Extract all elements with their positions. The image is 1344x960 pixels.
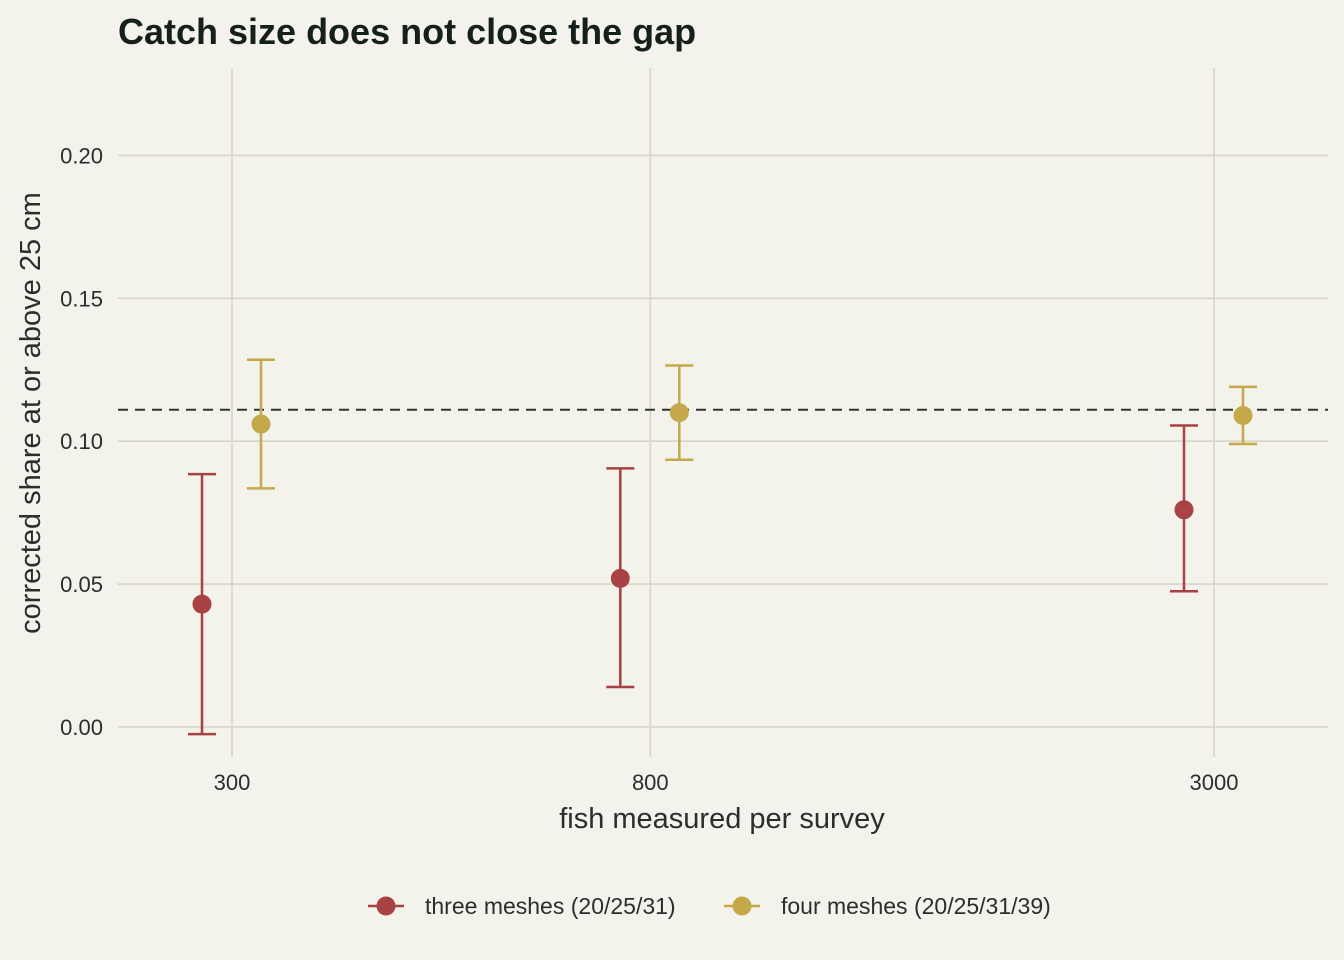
legend-item: three meshes (20/25/31) bbox=[368, 893, 676, 919]
x-axis-label: fish measured per survey bbox=[559, 803, 885, 835]
x-tick-label: 800 bbox=[632, 770, 669, 795]
legend-key-point bbox=[376, 896, 396, 916]
y-axis-label: corrected share at or above 25 cm bbox=[15, 192, 47, 634]
legend-label: four meshes (20/25/31/39) bbox=[781, 893, 1051, 919]
data-point bbox=[669, 403, 689, 423]
legend: three meshes (20/25/31) four meshes (20/2… bbox=[368, 893, 1051, 919]
y-tick-label: 0.05 bbox=[60, 572, 103, 597]
legend-label: three meshes (20/25/31) bbox=[425, 893, 676, 919]
legend-key-point bbox=[732, 896, 752, 916]
x-tick-label: 300 bbox=[214, 770, 251, 795]
data-point bbox=[192, 594, 212, 614]
data-point bbox=[1233, 405, 1253, 425]
x-tick-label: 3000 bbox=[1190, 770, 1239, 795]
grid-lines bbox=[118, 68, 1328, 757]
y-tick-label: 0.20 bbox=[60, 143, 103, 168]
data-point bbox=[1174, 500, 1194, 520]
y-tick-label: 0.00 bbox=[60, 715, 103, 740]
y-tick-label: 0.10 bbox=[60, 429, 103, 454]
tick-labels: 0.00 0.05 0.10 0.15 0.20 300 800 3000 bbox=[60, 143, 1238, 795]
chart-title: Catch size does not close the gap bbox=[118, 11, 696, 52]
y-tick-label: 0.15 bbox=[60, 286, 103, 311]
data-point bbox=[251, 414, 271, 434]
marks-layer bbox=[188, 358, 1257, 736]
legend-item: four meshes (20/25/31/39) bbox=[724, 893, 1051, 919]
data-point bbox=[610, 568, 630, 588]
